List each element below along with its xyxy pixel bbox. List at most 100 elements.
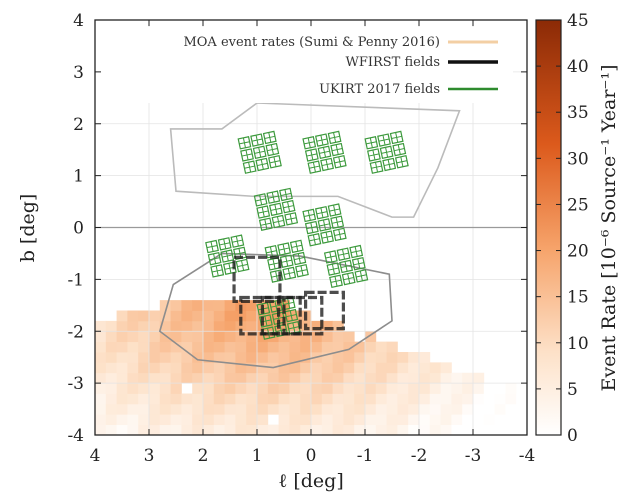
heatmap-cell bbox=[343, 383, 355, 394]
ukirt-chip-subdivision bbox=[350, 249, 362, 254]
legend-label-wfirst: WFIRST fields bbox=[345, 55, 440, 70]
heatmap-cell bbox=[332, 320, 344, 332]
heatmap-cell bbox=[440, 424, 452, 435]
heatmap-cell bbox=[267, 383, 279, 394]
heatmap-cell bbox=[149, 362, 161, 374]
heatmap-cell bbox=[213, 362, 225, 374]
ukirt-chip-subdivision bbox=[283, 205, 294, 209]
colorbar-label: Event Rate [10⁻⁶ Source⁻¹ Year⁻¹] bbox=[598, 65, 618, 392]
heatmap-cell bbox=[127, 310, 139, 322]
heatmap-cell bbox=[224, 403, 236, 415]
heatmap-cell bbox=[213, 372, 225, 384]
heatmap-cell bbox=[375, 341, 387, 353]
heatmap-cell bbox=[354, 341, 366, 353]
heatmap-cell bbox=[494, 414, 506, 426]
heatmap-cell bbox=[354, 393, 366, 405]
ukirt-chip-subdivision bbox=[383, 162, 395, 167]
heatmap-cell bbox=[203, 383, 215, 394]
heatmap-cell bbox=[192, 341, 204, 353]
heatmap-cell bbox=[365, 403, 377, 415]
ukirt-chip-subdivision bbox=[209, 257, 220, 261]
heatmap-cell bbox=[397, 383, 409, 394]
heatmap-cell bbox=[192, 383, 204, 394]
heatmap-cell bbox=[159, 320, 171, 332]
heatmap-cell bbox=[105, 414, 117, 426]
heatmap-cell bbox=[278, 403, 290, 415]
x-axis-label: ℓ [deg] bbox=[278, 470, 344, 492]
heatmap-cell bbox=[116, 331, 128, 343]
heatmap-cell bbox=[386, 352, 398, 363]
heatmap-cell bbox=[375, 393, 387, 405]
heatmap-cell bbox=[149, 352, 161, 363]
heatmap-cell bbox=[289, 310, 301, 322]
heatmap-cell bbox=[116, 393, 128, 405]
heatmap-cell bbox=[170, 424, 182, 435]
colorbar: 0 5 10 15 20 25 30 35 40 45 Event Rate [10⁻⁶ Sour… bbox=[535, 11, 618, 446]
y-tick-label: -2 bbox=[67, 322, 84, 342]
ukirt-chip-subdivision bbox=[334, 160, 346, 164]
heatmap-cell bbox=[278, 393, 290, 405]
legend-label-ukirt: UKIRT 2017 fields bbox=[319, 82, 440, 97]
legend-box bbox=[101, 27, 513, 103]
heatmap-cell bbox=[311, 362, 323, 374]
heatmap-cell bbox=[332, 372, 344, 384]
heatmap-cell bbox=[267, 331, 279, 343]
heatmap-cell bbox=[311, 383, 323, 394]
ukirt-chip-subdivision bbox=[273, 219, 284, 224]
heatmap-cell bbox=[343, 393, 355, 405]
heatmap-cell bbox=[311, 331, 323, 343]
heatmap-cell bbox=[149, 320, 161, 332]
heatmap-cell bbox=[138, 424, 150, 435]
heatmap-cell bbox=[149, 393, 161, 405]
heatmap-cell bbox=[386, 414, 398, 426]
heatmap-cell bbox=[494, 424, 506, 435]
heatmap-cell bbox=[311, 372, 323, 384]
colorbar-ticks: 0 5 10 15 20 25 30 35 40 45 bbox=[536, 11, 589, 446]
ukirt-chip-subdivision bbox=[251, 138, 263, 142]
heatmap-cell bbox=[95, 393, 107, 405]
ukirt-field bbox=[364, 130, 409, 174]
ukirt-chip-subdivision bbox=[268, 262, 280, 266]
heatmap-cell bbox=[235, 352, 247, 363]
x-tick-label: -4 bbox=[519, 446, 536, 466]
heatmap-cell bbox=[343, 362, 355, 374]
heatmap-cell bbox=[224, 372, 236, 384]
heatmap-cell bbox=[170, 352, 182, 363]
heatmap-cell bbox=[408, 383, 420, 394]
moa-survey-boundary bbox=[158, 102, 461, 369]
heatmap-cell bbox=[95, 352, 107, 363]
heatmap-cell bbox=[192, 362, 204, 374]
heatmap-cell bbox=[375, 372, 387, 384]
heatmap-cell bbox=[365, 352, 377, 363]
ukirt-chip-subdivision bbox=[284, 271, 295, 275]
heatmap-cell bbox=[321, 320, 333, 332]
heatmap-cell bbox=[246, 414, 258, 426]
heatmap-cell bbox=[408, 362, 420, 374]
heatmap-cell bbox=[170, 310, 182, 322]
heatmap-cell bbox=[386, 383, 398, 394]
heatmap-cell bbox=[235, 383, 247, 394]
heatmap-cell bbox=[105, 383, 117, 394]
heatmap-cell bbox=[127, 383, 139, 394]
heatmap-cell bbox=[181, 310, 193, 322]
heatmap-cell bbox=[505, 424, 517, 435]
y-axis-ticks: 4 3 2 1 0 -1 -2 -3 -4 bbox=[67, 11, 527, 446]
heatmap-cell bbox=[127, 362, 139, 374]
heatmap-cell bbox=[386, 424, 398, 435]
heatmap-cell bbox=[159, 414, 171, 426]
heatmap-cell bbox=[116, 403, 128, 415]
heatmap-cell bbox=[516, 393, 527, 405]
heatmap-cell bbox=[408, 403, 420, 415]
y-tick-label: -3 bbox=[67, 374, 84, 394]
heatmap-cell bbox=[170, 331, 182, 343]
heatmap-cell bbox=[127, 331, 139, 343]
heatmap-cell bbox=[473, 393, 485, 405]
ukirt-field bbox=[302, 203, 347, 247]
heatmap-cell bbox=[300, 352, 312, 363]
ukirt-chip-subdivision bbox=[394, 148, 405, 152]
ukirt-chip-subdivision bbox=[257, 162, 268, 167]
heatmap-cell bbox=[321, 372, 333, 384]
heatmap-cell bbox=[116, 320, 128, 332]
ukirt-chip-subdivision bbox=[244, 165, 255, 169]
heatmap-cell bbox=[127, 414, 139, 426]
